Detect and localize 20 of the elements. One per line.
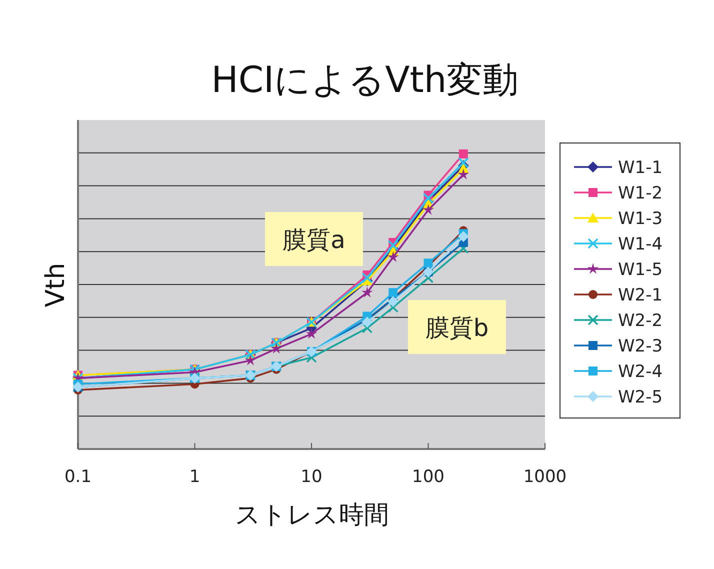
legend-label: W1-2: [618, 184, 663, 204]
legend-label: W2-5: [618, 388, 663, 408]
x-tick-label: 10: [300, 467, 322, 487]
x-tick-label: 1000: [523, 467, 567, 487]
y-axis-title: Vth: [41, 262, 71, 308]
legend-label: W1-4: [618, 234, 663, 254]
annotation: 膜質a: [282, 226, 346, 254]
legend-label: W1-1: [618, 158, 663, 178]
x-tick-label: 100: [412, 467, 444, 487]
legend-label: W2-4: [618, 362, 663, 382]
x-tick-label: 1: [189, 467, 200, 487]
legend-label: W1-3: [618, 209, 663, 229]
annotation: 膜質b: [425, 314, 489, 342]
legend-label: W1-5: [618, 260, 663, 280]
legend-label: W2-3: [618, 336, 663, 356]
x-tick-label: 0.1: [64, 467, 92, 487]
x-axis-title: ストレス時間: [235, 500, 389, 529]
legend-label: W2-2: [618, 311, 663, 331]
legend-label: W2-1: [618, 286, 663, 306]
chart-title: HCIによるVth変動: [211, 60, 519, 101]
